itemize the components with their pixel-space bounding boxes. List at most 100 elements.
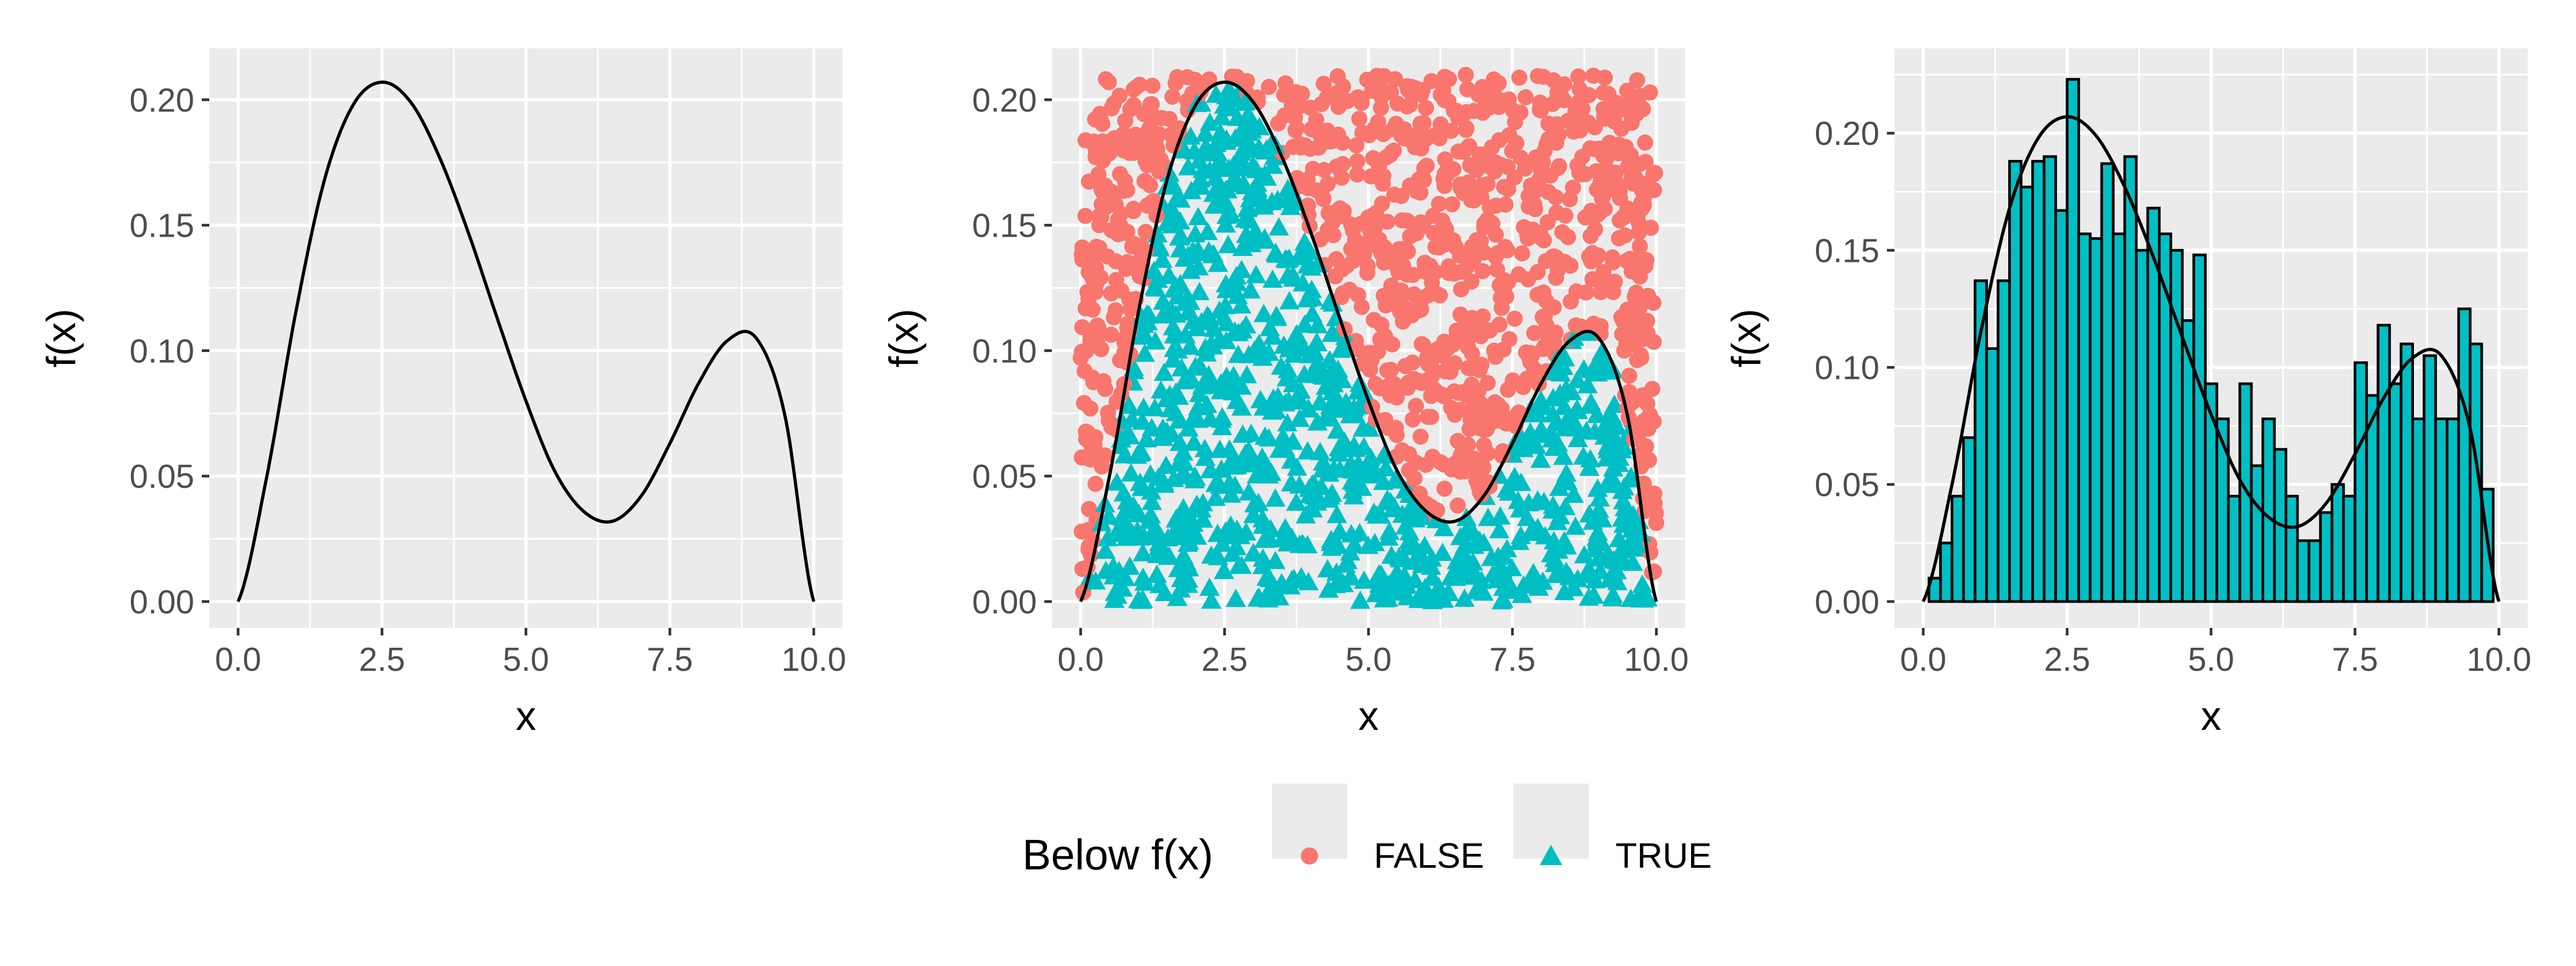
scatter-point-true	[1244, 494, 1265, 513]
scatter-point-false	[1299, 171, 1316, 188]
scatter-point-false	[1450, 497, 1466, 514]
scatter-point-false	[1427, 239, 1444, 255]
scatter-point-true	[1630, 582, 1651, 601]
scatter-point-false	[1370, 343, 1386, 360]
scatter-point-true	[1414, 536, 1435, 554]
legend-circle-icon	[1301, 847, 1318, 865]
histogram-bar	[2123, 155, 2138, 603]
scatter-point-true	[1154, 474, 1175, 493]
scatter-point-false	[1144, 77, 1161, 94]
scatter-point-true	[1153, 427, 1174, 446]
scatter-point-true	[1307, 352, 1328, 371]
scatter-point-false	[1073, 449, 1090, 466]
scatter-point-true	[1155, 455, 1176, 474]
scatter-point-false	[1436, 480, 1453, 497]
y-tick-label: 0.15	[1814, 232, 1879, 269]
scatter-point-false	[1201, 71, 1218, 87]
scatter-point-false	[1381, 284, 1398, 301]
scatter-point-true	[1130, 443, 1151, 462]
scatter-point-false	[1458, 67, 1474, 83]
histogram-bar	[2089, 237, 2103, 603]
scatter-point-false	[1504, 143, 1520, 159]
scatter-point-true	[1279, 291, 1300, 310]
scatter-point-true	[1085, 571, 1106, 590]
scatter-point-true	[1141, 492, 1162, 510]
histogram-bar	[1939, 541, 1953, 603]
scatter-point-false	[1125, 97, 1142, 113]
rejection-sampling-scatter-panel: 0.0 2.5 5.0 7.5 10.0 0.00 0.05 0.10 0.15 0.20 x f…	[881, 48, 1689, 739]
x-tick-label: 10.0	[2467, 641, 2531, 678]
scatter-point-false	[1419, 355, 1436, 372]
scatter-point-true	[1612, 480, 1633, 499]
scatter-point-false	[1074, 239, 1091, 256]
scatter-point-true	[1313, 452, 1334, 471]
scatter-point-true	[1275, 249, 1296, 268]
scatter-point-false	[1125, 81, 1142, 98]
scatter-point-true	[1498, 572, 1519, 591]
scatter-point-true	[1213, 560, 1234, 579]
density-line-panel: 0.0 2.5 5.0 7.5 10.0 0.00 0.05 0.10 0.15 0.20 x f…	[39, 48, 846, 739]
histogram-bar	[2399, 342, 2414, 603]
scatter-point-false	[1625, 158, 1642, 174]
scatter-point-true	[1104, 582, 1125, 601]
scatter-point-true	[1107, 472, 1128, 491]
scatter-point-false	[1080, 541, 1097, 558]
scatter-point-true	[1167, 340, 1188, 358]
histogram-panel: 0.0 2.5 5.0 7.5 10.0 0.00 0.05 0.10 0.15 0.20 x f…	[1724, 48, 2531, 739]
scatter-point-true	[1243, 543, 1264, 561]
scatter-point-true	[1530, 449, 1551, 468]
scatter-point-false	[1609, 139, 1626, 156]
scatter-point-false	[1348, 137, 1365, 153]
scatter-point-true	[1175, 465, 1196, 484]
scatter-point-true	[1371, 564, 1392, 583]
scatter-point-true	[1197, 222, 1218, 240]
scatter-point-false	[1378, 149, 1394, 166]
scatter-point-true	[1154, 362, 1175, 381]
scatter-point-true	[1459, 521, 1480, 539]
scatter-point-false	[1363, 168, 1379, 185]
scatter-point-false	[1423, 408, 1439, 425]
scatter-point-true	[1194, 438, 1215, 457]
scatter-point-false	[1607, 273, 1623, 290]
scatter-point-true	[1366, 583, 1386, 603]
scatter-point-true	[1149, 532, 1170, 552]
scatter-point-true	[1302, 304, 1323, 323]
scatter-point-true	[1205, 487, 1226, 506]
scatter-point-true	[1221, 449, 1242, 468]
scatter-point-true	[1317, 559, 1338, 577]
scatter-point-true	[1509, 531, 1530, 550]
scatter-point-true	[1240, 280, 1261, 299]
scatter-point-false	[1401, 462, 1417, 479]
scatter-point-true	[1523, 404, 1543, 422]
scatter-point-true	[1345, 438, 1366, 457]
scatter-point-false	[1482, 322, 1498, 339]
scatter-point-false	[1287, 122, 1304, 138]
scatter-point-true	[1264, 147, 1285, 165]
scatter-point-false	[1137, 224, 1154, 240]
histogram-bar	[2031, 160, 2046, 603]
scatter-point-true	[1302, 499, 1323, 518]
scatter-point-false	[1415, 115, 1432, 131]
scatter-point-true	[1578, 587, 1599, 606]
scatter-point-false	[1179, 69, 1196, 85]
scatter-point-true	[1107, 522, 1128, 541]
scatter-point-false	[1637, 153, 1654, 170]
scatter-point-false	[1333, 289, 1350, 305]
histogram-bar	[2376, 324, 2391, 603]
scatter-point-true	[1183, 432, 1204, 451]
scatter-point-true	[1195, 448, 1216, 466]
histogram-bar	[2330, 483, 2345, 603]
x-tick-label: 5.0	[2188, 641, 2234, 678]
scatter-point-false	[1403, 307, 1420, 324]
scatter-point-true	[1261, 462, 1282, 481]
scatter-point-true	[1283, 431, 1304, 450]
scatter-point-false	[1077, 132, 1094, 149]
x-axis-label: x	[516, 693, 536, 739]
scatter-point-false	[1291, 136, 1308, 152]
scatter-point-false	[1570, 68, 1587, 85]
scatter-point-false	[1392, 121, 1408, 137]
scatter-point-true	[1208, 253, 1228, 272]
scatter-point-true	[1243, 449, 1264, 468]
scatter-point-true	[1286, 492, 1307, 511]
scatter-point-true	[1585, 570, 1606, 589]
